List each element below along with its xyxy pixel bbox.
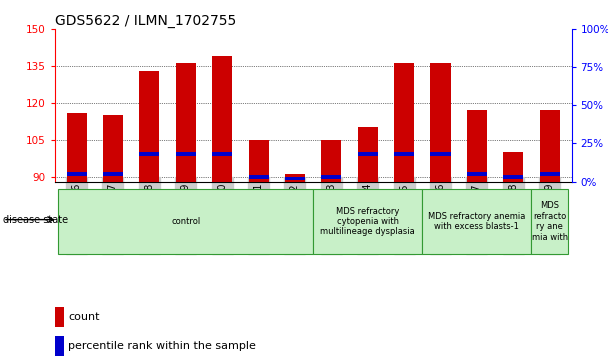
Bar bbox=[249, 175, 269, 179]
Bar bbox=[503, 152, 523, 182]
Text: count: count bbox=[68, 312, 100, 322]
Bar bbox=[503, 175, 523, 179]
Bar bbox=[358, 127, 378, 182]
Bar bbox=[321, 175, 341, 179]
Text: MDS
refracto
ry ane
mia with: MDS refracto ry ane mia with bbox=[531, 201, 568, 241]
Bar bbox=[212, 152, 232, 156]
Bar bbox=[66, 113, 86, 182]
Bar bbox=[212, 56, 232, 182]
Bar bbox=[176, 152, 196, 156]
Bar bbox=[285, 174, 305, 182]
Bar bbox=[321, 140, 341, 182]
Bar bbox=[394, 64, 414, 182]
Bar bbox=[103, 115, 123, 182]
Bar bbox=[103, 172, 123, 176]
Bar bbox=[249, 140, 269, 182]
Bar bbox=[430, 152, 451, 156]
Bar bbox=[430, 64, 451, 182]
Bar bbox=[540, 110, 560, 182]
Bar bbox=[423, 189, 531, 254]
Bar bbox=[467, 110, 487, 182]
Text: control: control bbox=[171, 217, 201, 226]
Bar bbox=[540, 172, 560, 176]
Bar bbox=[467, 172, 487, 176]
Bar bbox=[313, 189, 423, 254]
Text: MDS refractory
cytopenia with
multilineage dysplasia: MDS refractory cytopenia with multilinea… bbox=[320, 207, 415, 236]
Text: GDS5622 / ILMN_1702755: GDS5622 / ILMN_1702755 bbox=[55, 14, 236, 28]
Text: percentile rank within the sample: percentile rank within the sample bbox=[68, 341, 256, 351]
Bar bbox=[285, 177, 305, 180]
Bar bbox=[66, 172, 86, 176]
Bar bbox=[139, 152, 159, 156]
Bar bbox=[358, 152, 378, 156]
Bar bbox=[139, 71, 159, 182]
Bar bbox=[394, 152, 414, 156]
Text: MDS refractory anemia
with excess blasts-1: MDS refractory anemia with excess blasts… bbox=[428, 212, 525, 231]
Text: disease state: disease state bbox=[3, 215, 68, 225]
Bar bbox=[58, 189, 313, 254]
Bar bbox=[531, 189, 568, 254]
Bar bbox=[176, 64, 196, 182]
